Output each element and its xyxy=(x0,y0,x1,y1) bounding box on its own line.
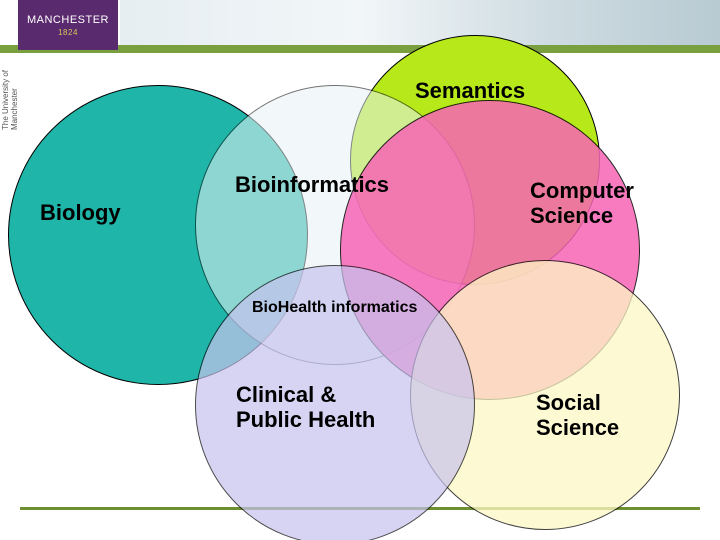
label-social: Social Science xyxy=(536,390,619,441)
label-cs: Computer Science xyxy=(530,178,634,229)
venn-diagram: Semantics Bioinformatics Biology Computer S… xyxy=(0,0,720,540)
label-clinical: Clinical & Public Health xyxy=(236,382,375,433)
label-bioinf: Bioinformatics xyxy=(235,172,389,197)
label-biohealth: BioHealth informatics xyxy=(252,299,417,317)
label-semantics: Semantics xyxy=(415,78,525,103)
label-biology: Biology xyxy=(40,200,121,225)
